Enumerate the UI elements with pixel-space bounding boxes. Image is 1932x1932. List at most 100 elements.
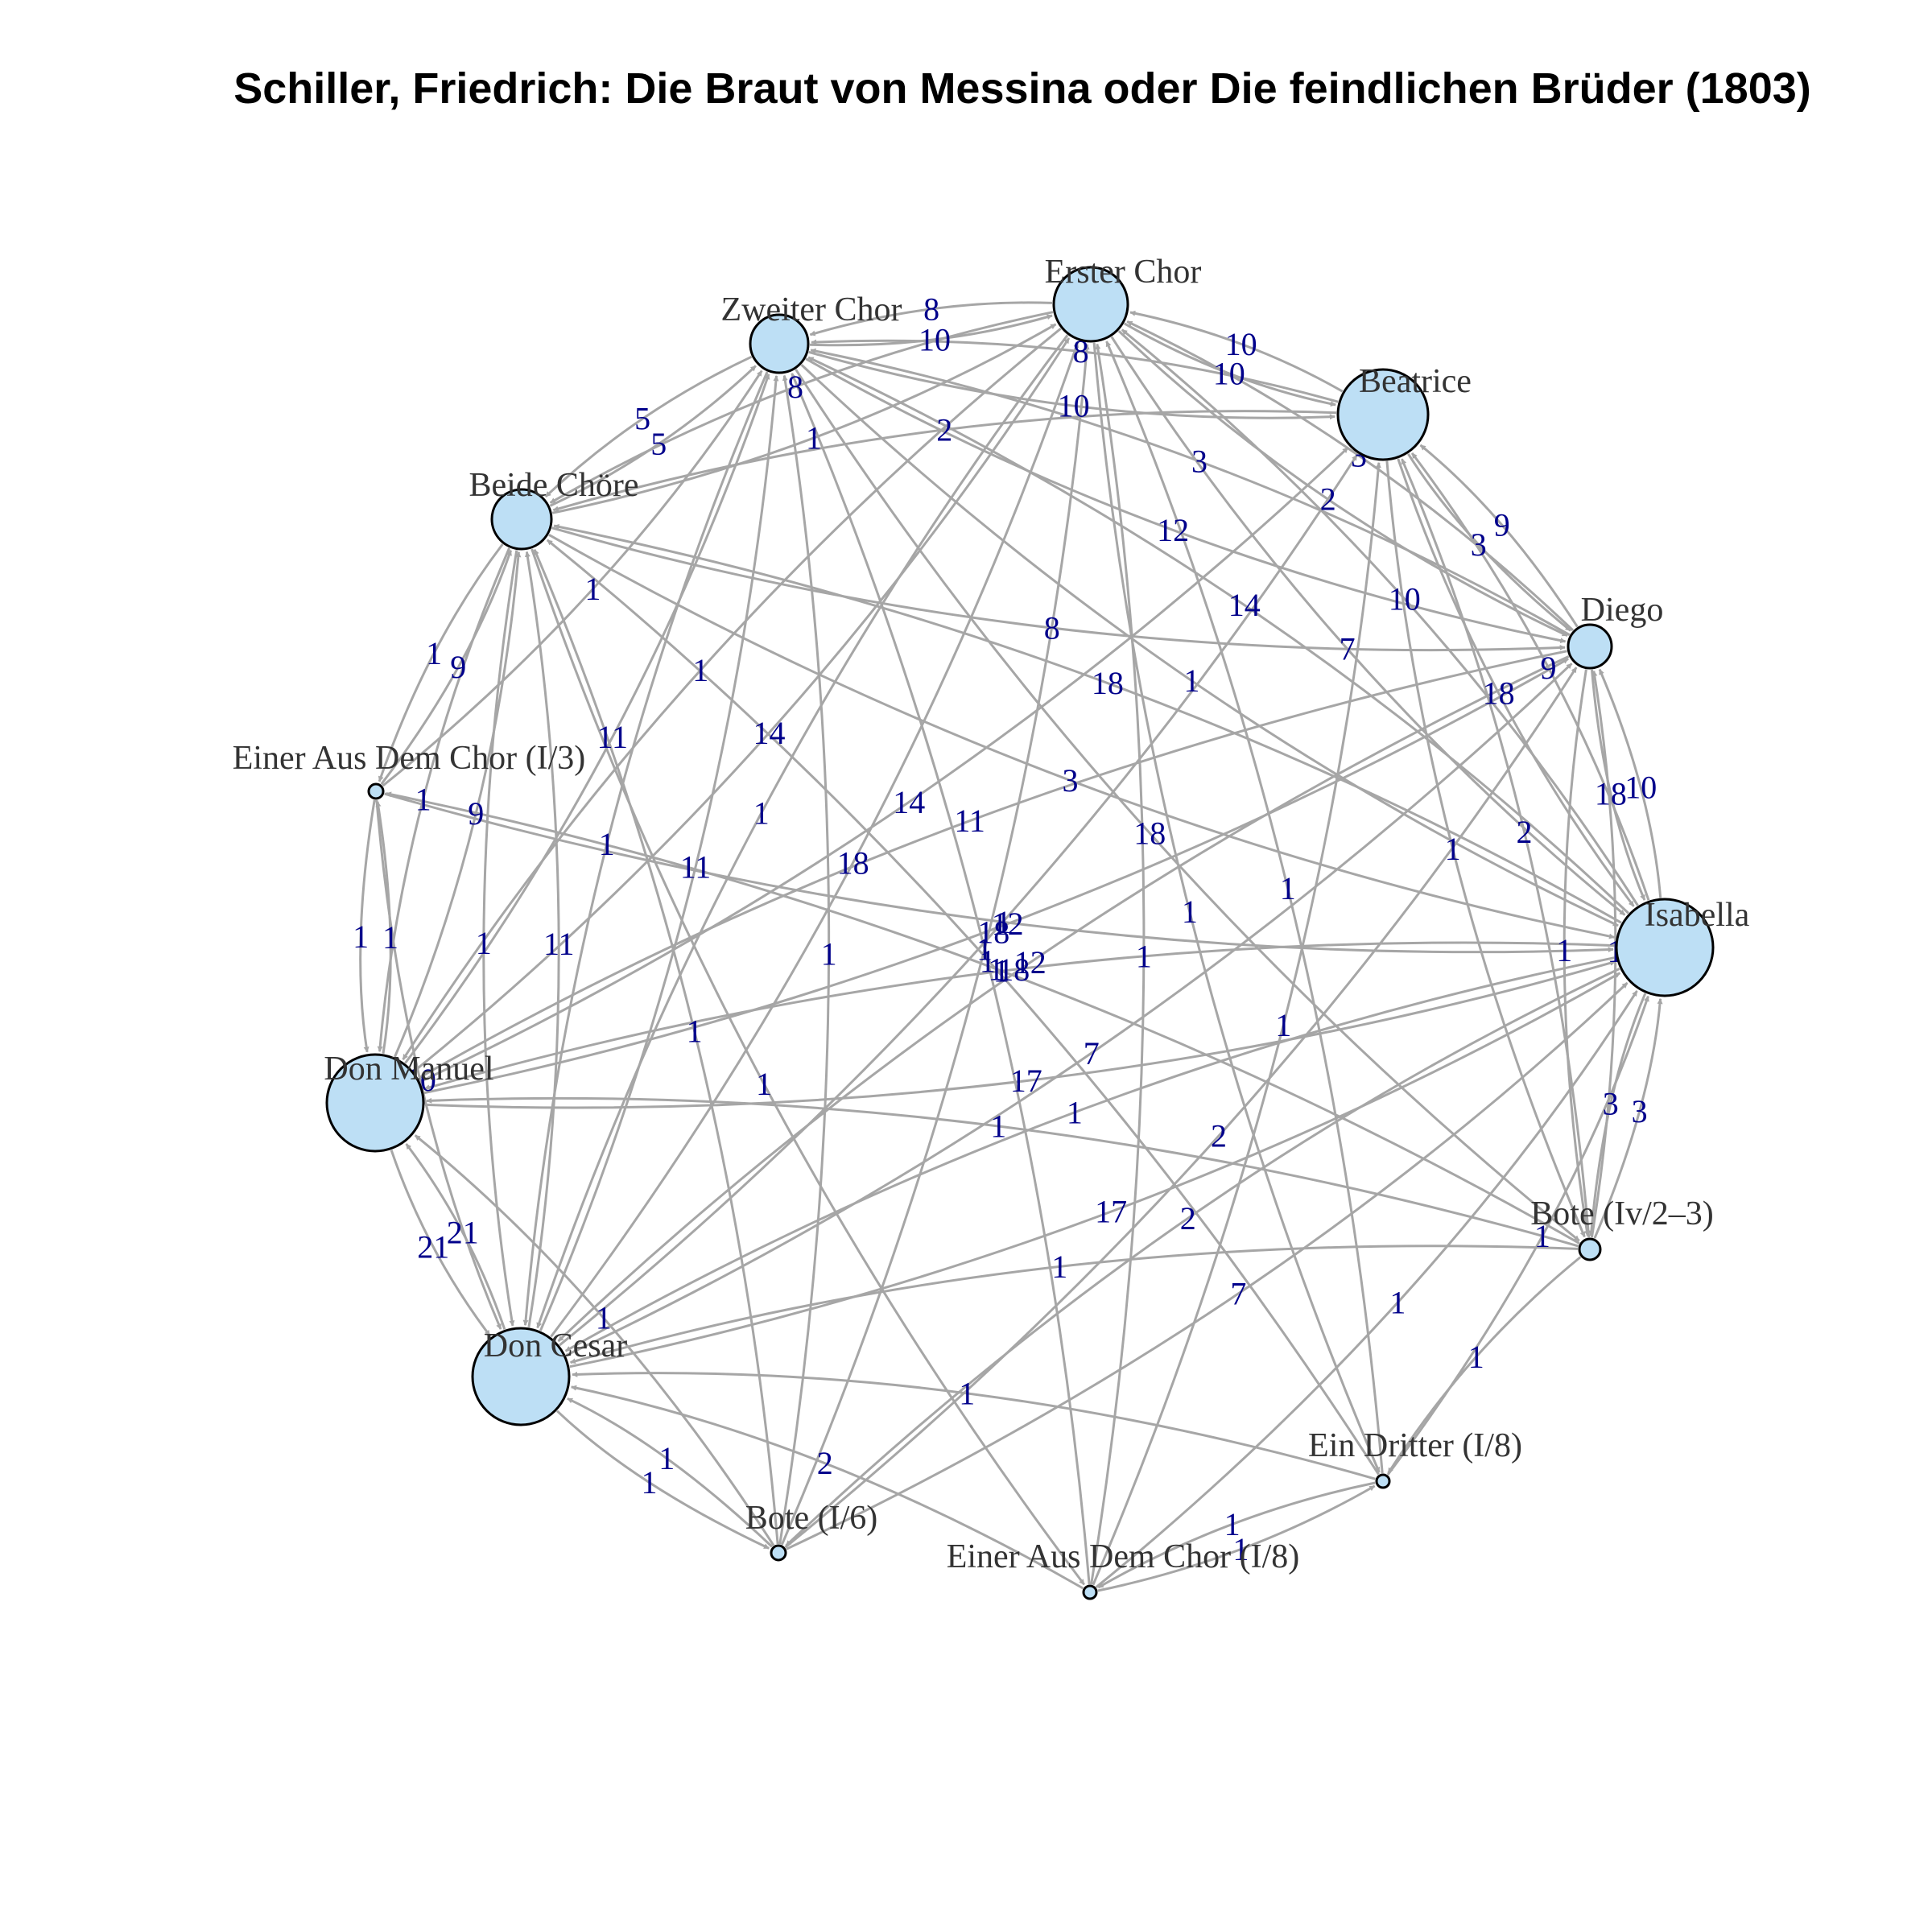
edge-zweiter_chor-to-diego: [805, 357, 1567, 644]
edge-weight-label: 8: [923, 291, 939, 327]
edge-beide_choere-to-don_cesar: [482, 550, 518, 1327]
edge-weight-label: 14: [893, 784, 925, 820]
edge-einer_chor_i3-to-zweiter_chor: [382, 369, 763, 787]
edge-einer_chor_i8-to-isabella: [1095, 990, 1638, 1588]
edge-weight-label: 1: [658, 1440, 675, 1476]
edge-ein_dritter-to-beide_choere: [546, 539, 1380, 1476]
edge-weight-label: 10: [1389, 580, 1421, 617]
edge-weight-label: 1: [599, 826, 615, 862]
edge-weight-label: 1: [642, 1464, 658, 1501]
edge-don_cesar-to-don_manuel: [405, 1143, 506, 1330]
node-label-don-manuel: Don Manuel: [324, 1051, 493, 1088]
edge-isabella-to-diego: [1598, 668, 1662, 898]
edge-einer_chor_i3-to-don_manuel: [359, 799, 376, 1053]
edge-ein_dritter-to-einer_chor_i8: [1097, 1481, 1376, 1589]
edge-don_manuel-to-isabella: [424, 960, 1616, 1109]
edge-ein_dritter-to-don_cesar: [572, 1371, 1376, 1480]
edge-weight-label: 10: [919, 321, 951, 357]
edge-weight-label: 2: [1211, 1118, 1227, 1154]
edge-weight-label: 8: [1073, 333, 1089, 369]
edge-weight-label: 1: [995, 904, 1011, 940]
edge-isabella-to-beatrice: [1410, 452, 1650, 901]
edge-weight-label: 1: [382, 919, 398, 956]
edge-erster_chor-to-ein_dritter: [1092, 342, 1381, 1473]
edge-bote_i6-to-isabella: [786, 981, 1629, 1550]
edge-weight-label: 3: [1191, 444, 1208, 480]
edge-beide_choere-to-don_manuel: [377, 547, 510, 1052]
edge-diego-to-don_manuel: [419, 650, 1567, 1079]
edge-bote_iv-to-don_cesar: [569, 1245, 1579, 1364]
node-label-beide-choere: Beide Chöre: [469, 467, 638, 504]
edge-weight-label: 1: [1534, 1218, 1550, 1254]
edge-weight-label: 1: [476, 925, 492, 961]
edge-weight-label: 11: [597, 719, 629, 755]
edge-weight-label: 11: [954, 803, 985, 839]
edge-weight-label: 12: [1014, 944, 1046, 980]
edge-weight-label: 1: [753, 795, 770, 832]
edge-ein_dritter-to-erster_chor: [1105, 341, 1384, 1474]
edge-don_cesar-to-zweiter_chor: [539, 375, 779, 1331]
edge-beatrice-to-zweiter_chor: [811, 339, 1339, 403]
edge-einer_chor_i3-to-isabella: [384, 792, 1614, 954]
edge-beatrice-to-beide_choere: [552, 410, 1337, 512]
edge-weight-label: 10: [1225, 326, 1257, 362]
edge-einer_chor_i8-to-beatrice: [1092, 462, 1381, 1586]
node-diego: [1567, 623, 1613, 670]
edge-weight-label: 18: [997, 952, 1030, 988]
edge-weight-label: 1: [692, 652, 708, 688]
edge-weight-label: 8: [787, 369, 803, 405]
edge-weight-label: 9: [1494, 507, 1510, 543]
edge-weight-label: 7: [1230, 1275, 1246, 1311]
edge-diego-to-zweiter_chor: [810, 348, 1571, 637]
edge-einer_chor_i3-to-don_cesar: [375, 799, 502, 1330]
node-label-don-cesar: Don Cesar: [484, 1327, 627, 1364]
edge-diego-to-erster_chor: [1126, 320, 1575, 632]
edge-weight-label: 12: [1157, 512, 1189, 548]
edge-weight-label: 1: [1051, 1249, 1067, 1285]
edge-weight-label: 1: [1556, 932, 1572, 968]
edge-isabella-to-erster_chor: [1121, 328, 1639, 906]
edge-weight-label: 14: [753, 715, 786, 751]
edge-diego-to-bote_iv: [1563, 669, 1590, 1236]
edge-beide_choere-to-einer_chor_i8: [530, 548, 1085, 1586]
nodes-layer: [325, 266, 1715, 1600]
edge-weight-label: 1: [1183, 663, 1199, 699]
edge-don_manuel-to-beide_choere: [394, 551, 522, 1058]
edge-don_manuel-to-erster_chor: [413, 337, 1071, 1073]
edge-don_cesar-to-diego: [565, 663, 1573, 1356]
node-don-manuel: [325, 1053, 425, 1153]
edge-weight-label: 17: [1010, 1063, 1042, 1099]
edge-don_cesar-to-beide_choere: [524, 551, 560, 1328]
edge-weight-label: 1: [806, 420, 822, 456]
node-einer-chor-i3: [367, 782, 385, 800]
edge-weight-label: 1: [584, 571, 601, 607]
node-label-diego: Diego: [1581, 592, 1664, 629]
node-label-ein-dritter: Ein Dritter (I/8): [1308, 1427, 1522, 1464]
edge-bote_iv-to-isabella: [1593, 998, 1663, 1239]
edge-don_manuel-to-diego: [423, 658, 1569, 1095]
edge-weight-label: 1: [1067, 1094, 1083, 1130]
edge-weight-label: 9: [1541, 650, 1557, 686]
edge-weight-label: 5: [634, 401, 650, 437]
node-labels-layer: Erster Chor Zweiter Chor Beatrice Beide Chö…: [233, 254, 1750, 1575]
edge-einer_chor_i8-to-erster_chor: [1090, 343, 1146, 1585]
edge-weight-label: 10: [1058, 388, 1090, 424]
edge-don_manuel-to-einer_chor_i3: [375, 801, 392, 1055]
edge-weight-label: 1: [980, 943, 996, 979]
edge-zweiter_chor-to-erster_chor: [809, 314, 1053, 347]
node-label-beatrice: Beatrice: [1359, 363, 1472, 400]
edge-weight-label: 18: [1483, 675, 1515, 711]
edge-weight-label: 1: [1280, 870, 1296, 906]
node-isabella: [1615, 898, 1715, 997]
edge-weight-label: 11: [543, 926, 575, 962]
graph-title: Schiller, Friedrich: Die Braut von Messi…: [233, 64, 1811, 113]
edge-weight-label: 1: [1224, 1506, 1241, 1542]
edge-don_cesar-to-isabella: [569, 972, 1621, 1368]
edge-weight-label: 12: [992, 906, 1024, 942]
edge-einer_chor_i8-to-ein_dritter: [1097, 1484, 1376, 1592]
edge-weight-label: 3: [1632, 1093, 1648, 1129]
edges-layer: [359, 301, 1663, 1592]
edge-weight-label: 1: [756, 1066, 772, 1102]
node-erster-chor: [1052, 266, 1129, 343]
